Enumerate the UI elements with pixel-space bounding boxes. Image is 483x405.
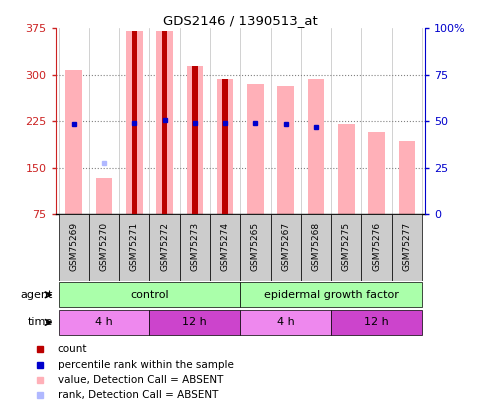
Text: GSM75265: GSM75265 [251,222,260,271]
Bar [241,282,422,307]
Text: 4 h: 4 h [95,318,113,327]
Text: 12 h: 12 h [364,318,389,327]
Bar [247,84,264,214]
Bar [217,79,233,214]
Bar [58,310,149,335]
Text: time: time [28,318,53,327]
Bar [331,214,361,281]
Bar [65,70,82,214]
Bar [331,310,422,335]
Text: GSM75272: GSM75272 [160,222,169,271]
Text: agent: agent [21,290,53,300]
Text: rank, Detection Call = ABSENT: rank, Detection Call = ABSENT [58,390,218,400]
Text: count: count [58,344,87,354]
Text: GSM75271: GSM75271 [130,222,139,271]
Bar [301,214,331,281]
Bar [149,214,180,281]
Bar [270,214,301,281]
Text: GSM75277: GSM75277 [402,222,412,271]
Bar [96,178,113,214]
Bar [241,214,270,281]
Bar [89,214,119,281]
Bar [149,310,241,335]
Bar [186,66,203,214]
Bar [308,79,325,214]
Text: percentile rank within the sample: percentile rank within the sample [58,360,234,369]
Bar [277,86,294,214]
Bar [398,141,415,214]
Bar [192,66,198,214]
Bar [241,310,331,335]
Text: 4 h: 4 h [277,318,295,327]
Text: GSM75268: GSM75268 [312,222,321,271]
Bar [338,124,355,214]
Text: GSM75267: GSM75267 [281,222,290,271]
Text: GSM75276: GSM75276 [372,222,381,271]
Bar [223,79,228,214]
Bar [361,214,392,281]
Text: GSM75269: GSM75269 [69,222,78,271]
Bar [58,282,241,307]
Bar [131,32,137,214]
Text: GSM75273: GSM75273 [190,222,199,271]
Text: GSM75275: GSM75275 [342,222,351,271]
Text: 12 h: 12 h [183,318,207,327]
Text: control: control [130,290,169,300]
Text: GSM75270: GSM75270 [99,222,109,271]
Bar [392,214,422,281]
Bar [156,32,173,214]
Text: value, Detection Call = ABSENT: value, Detection Call = ABSENT [58,375,223,385]
Bar [58,214,89,281]
Bar [119,214,149,281]
Title: GDS2146 / 1390513_at: GDS2146 / 1390513_at [163,14,318,27]
Text: epidermal growth factor: epidermal growth factor [264,290,398,300]
Bar [210,214,241,281]
Bar [180,214,210,281]
Bar [162,32,167,214]
Bar [126,32,142,214]
Bar [368,132,385,214]
Text: GSM75274: GSM75274 [221,222,229,271]
